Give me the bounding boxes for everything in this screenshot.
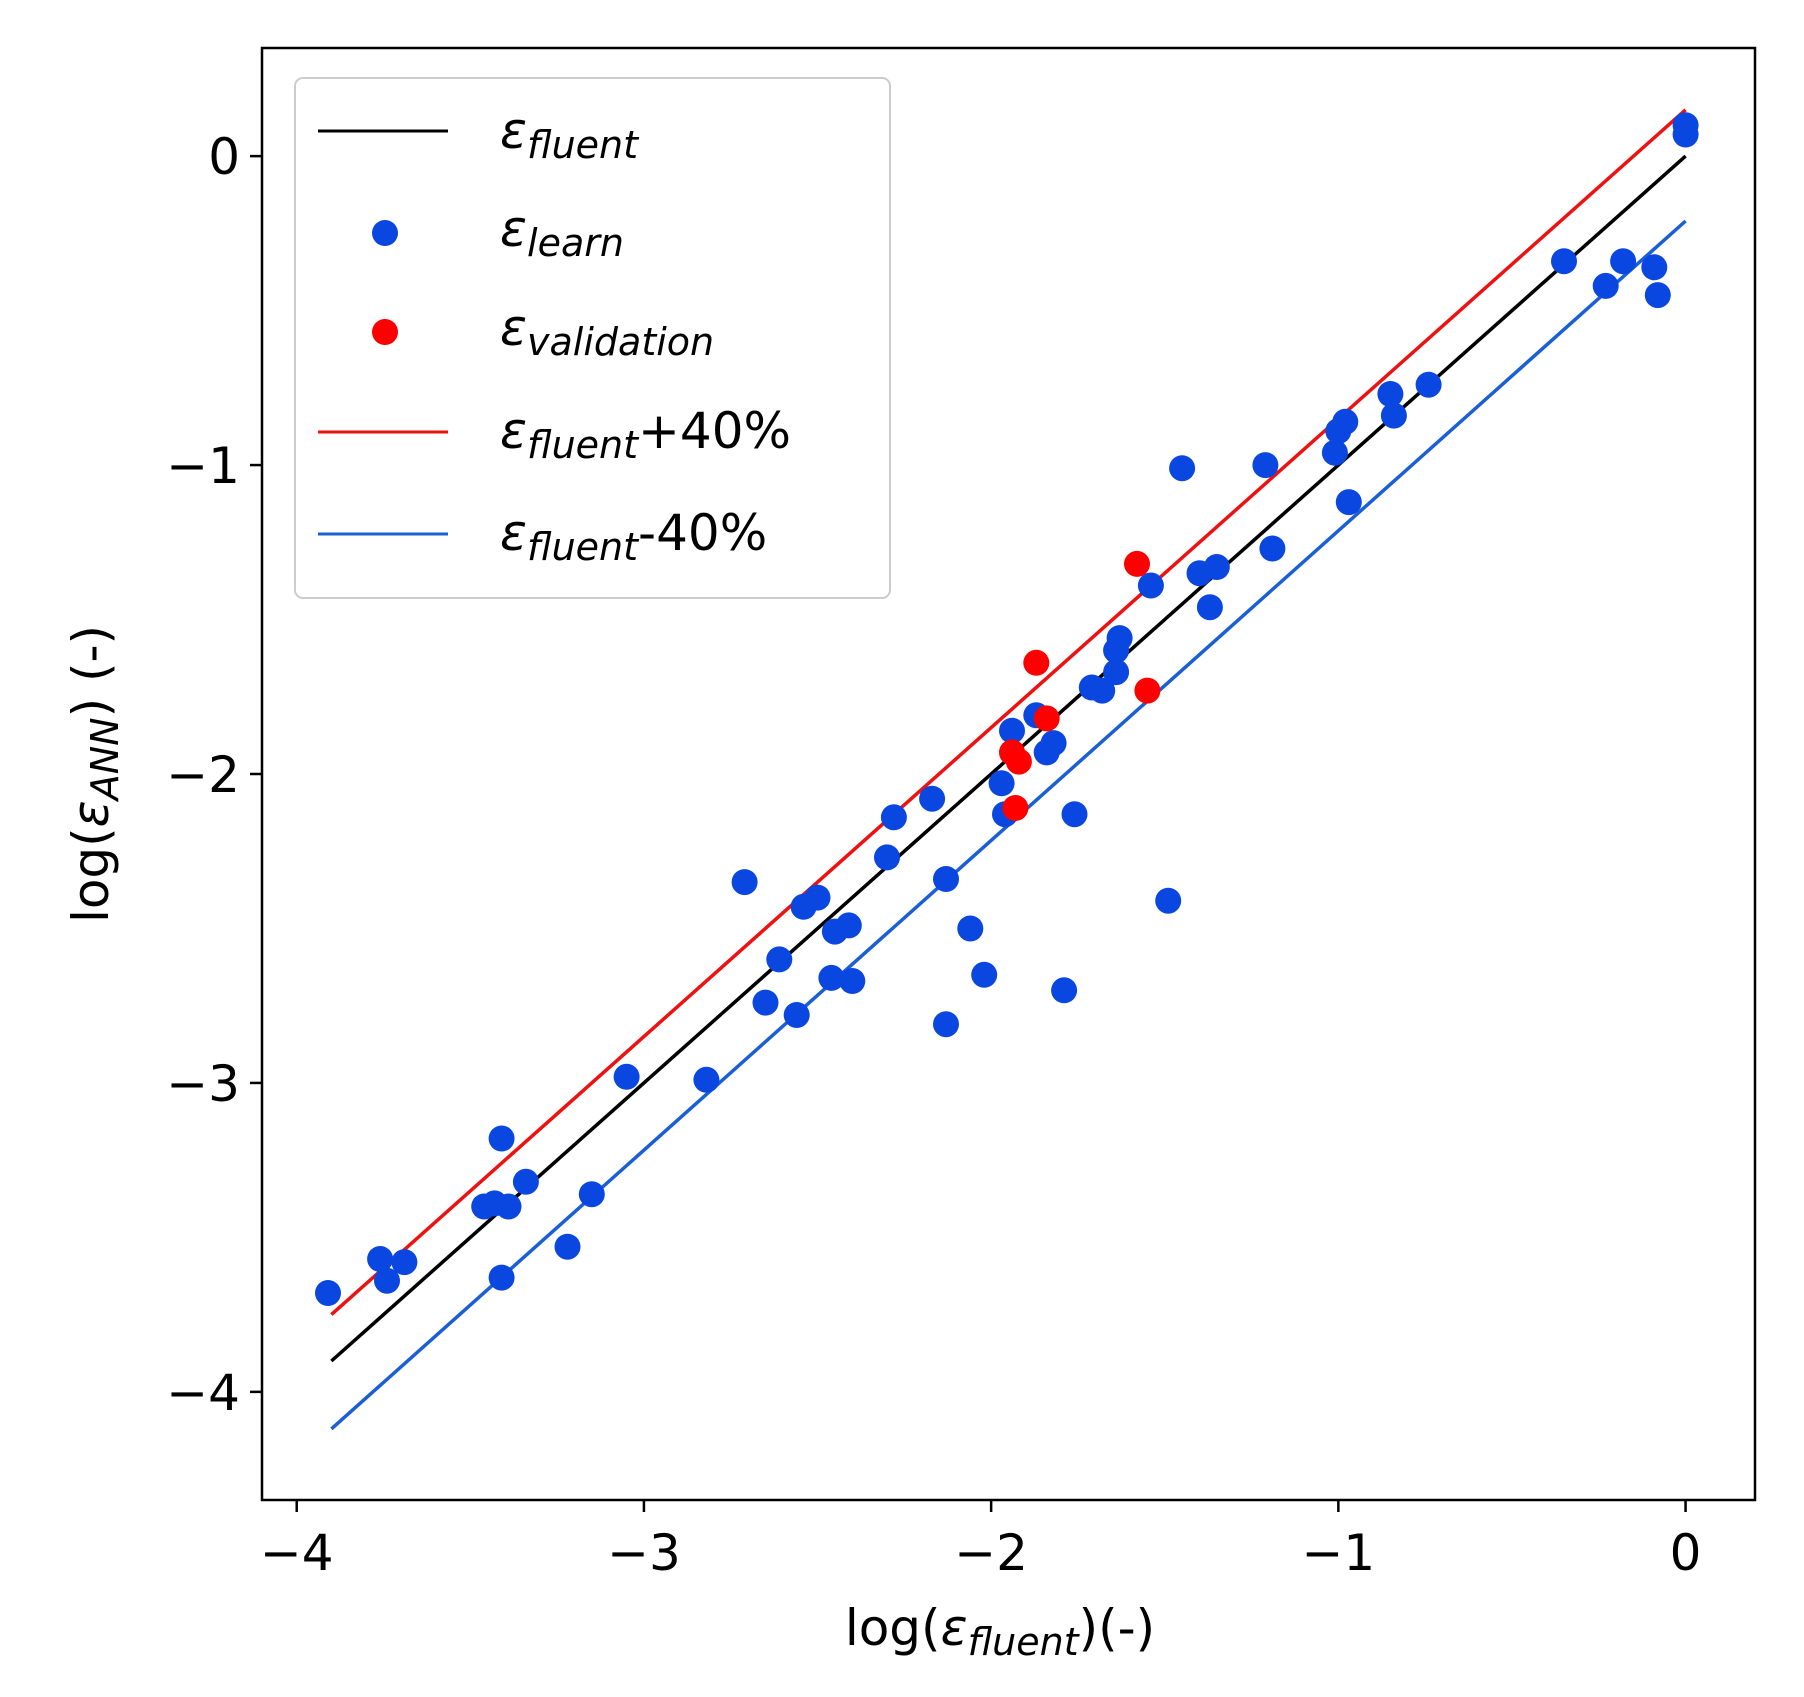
point-learn	[488, 1264, 515, 1291]
point-learn	[1106, 625, 1133, 652]
point-learn	[804, 884, 831, 911]
point-learn	[880, 804, 907, 831]
point-learn	[1259, 535, 1286, 562]
point-learn	[1103, 659, 1130, 686]
point-validation	[1134, 677, 1161, 704]
point-learn	[1089, 677, 1116, 704]
point-learn	[1415, 371, 1442, 398]
y-tick-label: 0	[208, 128, 240, 186]
x-tick-label: −2	[954, 1524, 1028, 1582]
legend-swatch-learn	[372, 220, 398, 246]
point-validation	[1124, 550, 1150, 577]
legend-box	[294, 77, 891, 599]
point-learn	[1377, 381, 1404, 407]
point-learn	[488, 1125, 515, 1152]
point-learn	[1061, 801, 1088, 828]
y-tick-label: −3	[166, 1055, 240, 1113]
point-validation	[1002, 795, 1029, 821]
point-learn	[957, 915, 984, 942]
point-learn	[554, 1233, 581, 1260]
x-tick-label: 0	[1670, 1524, 1702, 1582]
line-plus40	[330, 108, 1687, 1316]
point-learn	[933, 1011, 959, 1038]
y-axis-title: log(εANN) (-)	[62, 625, 127, 923]
point-learn	[933, 866, 959, 892]
point-learn	[835, 912, 862, 939]
point-learn	[766, 946, 793, 973]
point-learn	[1196, 594, 1223, 621]
point-learn	[752, 989, 779, 1016]
point-learn	[1252, 452, 1279, 479]
data-points	[315, 112, 1699, 1306]
point-learn	[1040, 730, 1067, 757]
point-learn	[1672, 112, 1699, 139]
x-axis-title: log(εfluent)(-)	[845, 1599, 1155, 1664]
point-learn	[1380, 402, 1407, 429]
point-learn	[783, 1002, 810, 1028]
point-learn	[1155, 887, 1182, 914]
point-learn	[1610, 248, 1637, 275]
legend-label-minus40: εfluent-40%	[500, 504, 767, 569]
point-learn	[1592, 272, 1619, 299]
point-learn	[1137, 572, 1164, 599]
point-learn	[731, 869, 758, 896]
legend-label-validation: εvalidation	[500, 299, 714, 364]
point-learn	[495, 1193, 522, 1220]
point-learn	[315, 1280, 341, 1306]
legend-swatch-validation	[372, 319, 398, 345]
point-learn	[613, 1063, 640, 1090]
point-learn	[391, 1249, 418, 1276]
point-learn	[1169, 455, 1196, 482]
point-learn	[1335, 489, 1362, 516]
y-tick-label: −4	[166, 1364, 240, 1422]
point-learn	[1321, 439, 1348, 466]
point-learn	[874, 844, 900, 871]
point-learn	[988, 770, 1015, 797]
point-learn	[1332, 408, 1359, 435]
point-validation	[1023, 649, 1050, 676]
x-tick-label: −4	[260, 1524, 334, 1582]
point-learn	[367, 1246, 394, 1272]
legend-label-plus40: εfluent+40%	[500, 402, 791, 467]
point-learn	[374, 1267, 400, 1294]
point-learn	[919, 785, 946, 812]
y-tick-label: −1	[166, 437, 240, 495]
x-tick-label: −1	[1301, 1524, 1375, 1582]
point-learn	[1551, 248, 1577, 275]
point-learn	[1644, 282, 1671, 309]
axis-ticks: −4 −3 −2 −1 0 −4 −3 −2 −1 0	[166, 128, 1701, 1582]
legend-label-fluent: εfluent	[500, 102, 640, 167]
point-learn	[971, 961, 998, 988]
point-learn	[1051, 977, 1078, 1004]
x-tick-label: −3	[607, 1524, 681, 1582]
point-learn	[839, 968, 866, 994]
point-learn	[1641, 254, 1668, 281]
point-learn	[578, 1181, 605, 1208]
point-validation	[1033, 705, 1060, 732]
point-learn	[693, 1066, 720, 1093]
legend: εfluent εlearn εvalidation εfluent+40% ε…	[294, 77, 891, 599]
point-learn	[999, 717, 1025, 744]
legend-label-learn: εlearn	[500, 200, 624, 265]
y-tick-label: −2	[166, 746, 240, 804]
point-learn	[512, 1168, 539, 1195]
point-learn	[1203, 554, 1230, 580]
point-validation	[1005, 748, 1032, 775]
point-learn	[818, 964, 845, 991]
